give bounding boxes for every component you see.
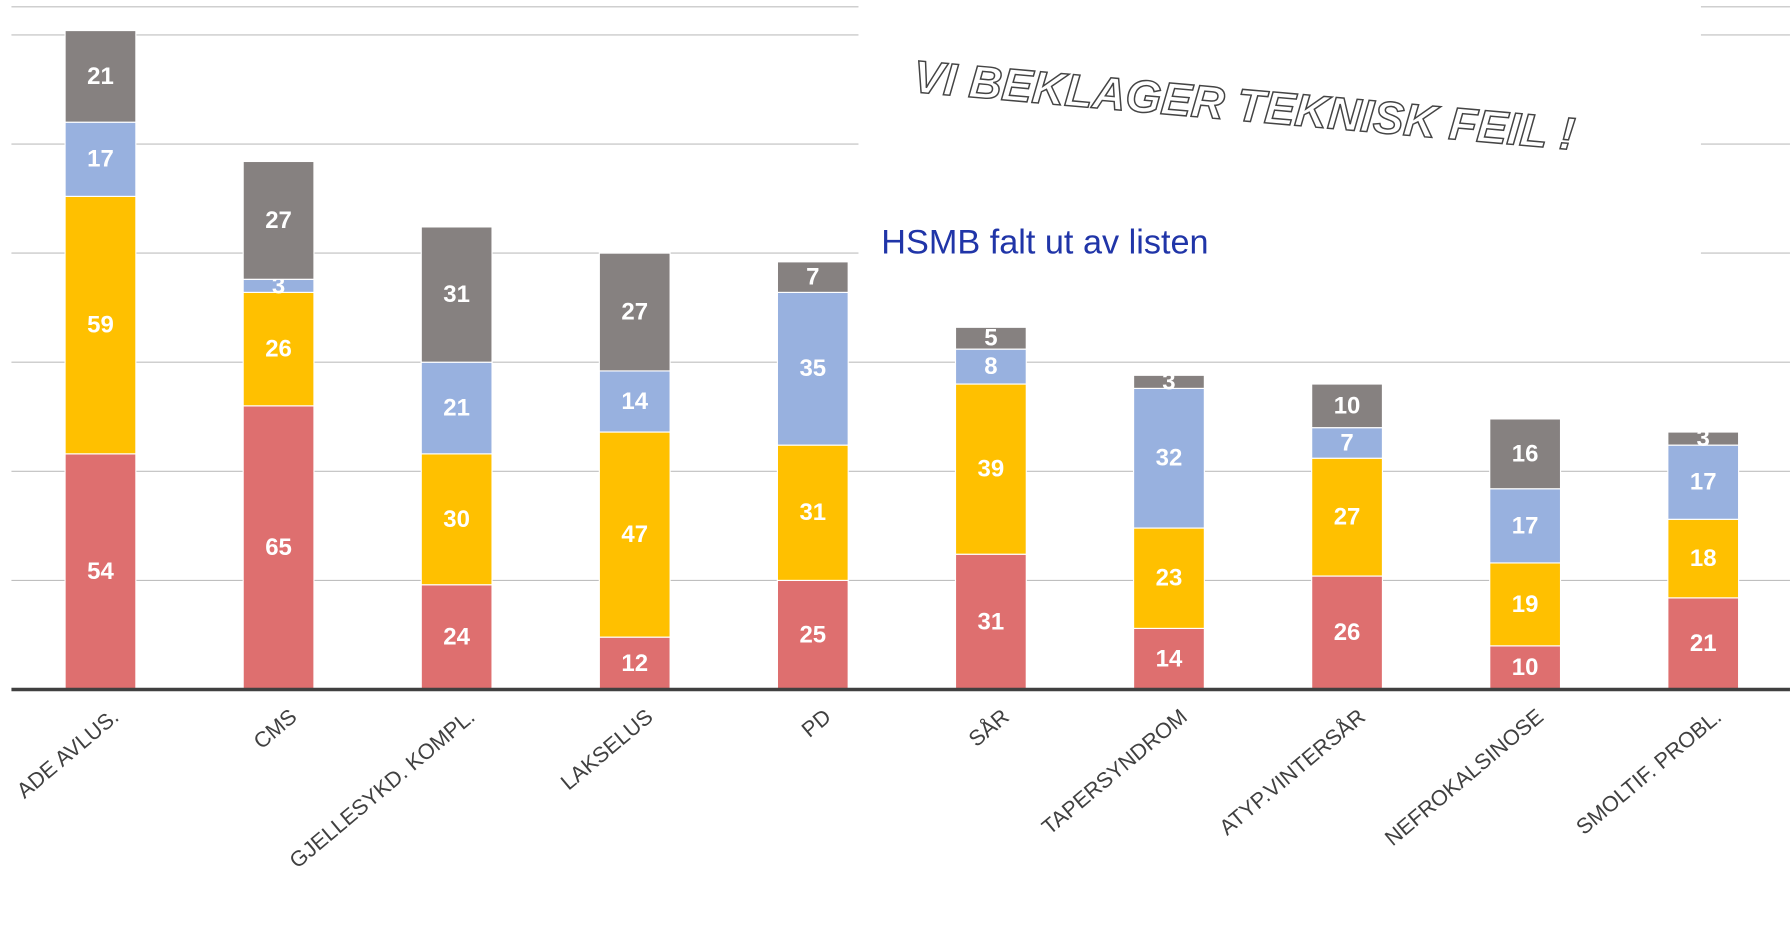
data-label: 23 bbox=[1156, 565, 1183, 592]
overlay: VI BEKLAGER TEKNISK FEIL ! HSMB falt ut … bbox=[858, 0, 1701, 261]
bar-segment bbox=[776, 291, 849, 446]
data-label: 26 bbox=[1334, 619, 1361, 646]
x-tick-label: SÅR bbox=[964, 704, 1014, 752]
data-label: 7 bbox=[806, 264, 819, 291]
data-label: 47 bbox=[621, 521, 648, 548]
bar-segment bbox=[598, 431, 671, 638]
x-tick-label: NEFROKALSINOSE bbox=[1380, 704, 1548, 851]
bar-segment bbox=[1133, 387, 1205, 529]
bar-segment bbox=[1667, 518, 1740, 599]
data-label: 14 bbox=[1156, 645, 1183, 672]
x-tick-label: SMOLTIF. PROBL. bbox=[1571, 704, 1726, 840]
bar-segment bbox=[954, 383, 1027, 555]
data-label: 31 bbox=[978, 608, 1005, 635]
annotation: HSMB falt ut av listen bbox=[881, 223, 1208, 261]
bar-segment bbox=[420, 453, 493, 586]
data-label: 26 bbox=[265, 336, 292, 363]
data-label: 3 bbox=[1697, 425, 1710, 452]
error-image bbox=[858, 0, 1701, 258]
data-label: 14 bbox=[621, 388, 648, 415]
bar-segment bbox=[1311, 457, 1384, 577]
bar-segment bbox=[776, 261, 849, 293]
x-tick-label: LAKSELUS bbox=[556, 704, 658, 795]
data-label: 17 bbox=[87, 146, 114, 173]
data-label: 27 bbox=[1334, 504, 1361, 531]
x-tick-label: ADE AVLUS. bbox=[12, 704, 124, 803]
data-label: 65 bbox=[265, 534, 292, 561]
data-label: 39 bbox=[978, 456, 1005, 483]
data-label: 21 bbox=[87, 63, 114, 90]
data-label: 3 bbox=[1162, 368, 1175, 395]
bar-segment bbox=[1311, 575, 1384, 691]
bar-segment bbox=[242, 160, 315, 280]
bar-segment bbox=[64, 195, 137, 455]
bar-segment bbox=[1133, 374, 1205, 389]
bar-segment bbox=[242, 405, 315, 691]
data-label: 24 bbox=[443, 624, 470, 651]
bar-segment bbox=[598, 636, 671, 691]
data-label: 59 bbox=[87, 312, 114, 339]
data-label: 21 bbox=[443, 394, 470, 421]
data-label: 30 bbox=[443, 506, 470, 533]
data-label: 31 bbox=[443, 281, 470, 308]
data-label: 17 bbox=[1690, 469, 1717, 496]
data-label: 21 bbox=[1690, 630, 1717, 657]
data-label: 35 bbox=[799, 355, 826, 382]
data-label: 10 bbox=[1512, 654, 1539, 681]
x-tick-label: PD bbox=[797, 704, 836, 743]
bar-segment bbox=[420, 584, 493, 691]
data-label: 54 bbox=[87, 558, 114, 585]
data-label: 16 bbox=[1512, 440, 1539, 467]
bar-segment bbox=[1489, 418, 1562, 490]
bar-segment bbox=[598, 370, 671, 433]
data-label: 18 bbox=[1690, 545, 1717, 572]
data-label: 7 bbox=[1340, 429, 1353, 456]
data-label: 27 bbox=[265, 207, 292, 234]
bar-segment bbox=[1667, 597, 1740, 691]
bar-segment bbox=[776, 444, 849, 581]
data-label: 31 bbox=[799, 499, 826, 526]
bar-segment bbox=[598, 252, 671, 372]
data-label: 25 bbox=[799, 621, 826, 648]
bar-segment bbox=[1489, 562, 1562, 647]
bar-segment bbox=[64, 121, 137, 197]
bar-segment bbox=[1667, 431, 1740, 446]
data-label: 17 bbox=[1512, 512, 1539, 539]
data-label: 32 bbox=[1156, 445, 1183, 472]
bar-segment bbox=[1133, 527, 1205, 629]
bar-segment bbox=[1489, 645, 1562, 691]
bar-segment bbox=[1311, 427, 1384, 459]
x-tick-label: ATYP.VINTERSÅR bbox=[1214, 704, 1370, 840]
data-label: 19 bbox=[1512, 591, 1539, 618]
bar-segment bbox=[1311, 383, 1384, 429]
x-tick-label: GJELLESYKD. KOMPL. bbox=[284, 704, 479, 873]
data-label: 8 bbox=[984, 353, 997, 380]
x-tick-label: CMS bbox=[248, 704, 301, 754]
bar-segment bbox=[954, 326, 1027, 350]
data-label: 5 bbox=[984, 325, 997, 352]
data-label: 12 bbox=[621, 650, 648, 677]
bar-segment bbox=[64, 29, 137, 123]
bar-segment bbox=[420, 226, 493, 363]
x-tick-label: TAPERSYNDROM bbox=[1037, 704, 1192, 840]
data-label: 10 bbox=[1334, 392, 1361, 419]
data-label: 27 bbox=[621, 298, 648, 325]
